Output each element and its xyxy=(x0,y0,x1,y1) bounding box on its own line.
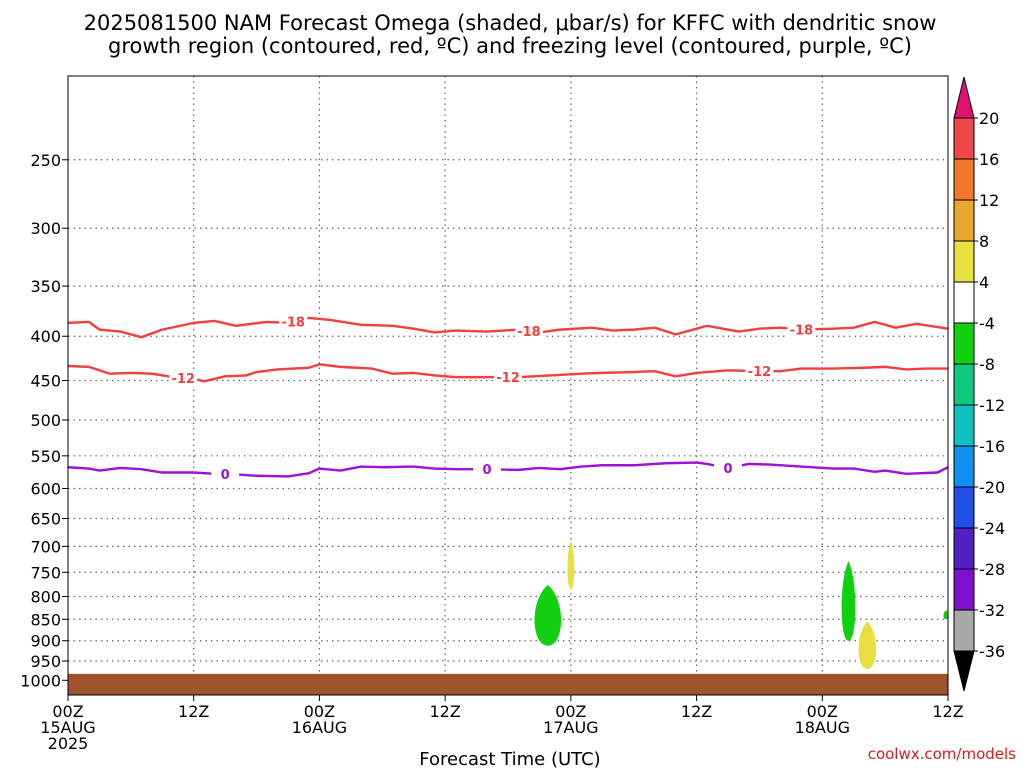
x-tick-label: 00Z xyxy=(807,702,838,721)
colorbar-label: -36 xyxy=(979,642,1005,661)
colorbar-label: 8 xyxy=(979,232,989,251)
omega-blob-1 xyxy=(534,585,562,646)
y-tick-label: 350 xyxy=(30,277,61,296)
omega-blob-3 xyxy=(841,561,856,641)
x-tick-label: 2025 xyxy=(48,734,89,753)
contour-label: -12 xyxy=(496,371,520,386)
contour-label-bg xyxy=(787,321,816,338)
colorbar-swatch xyxy=(953,117,975,160)
colorbar-label: -4 xyxy=(979,314,995,333)
x-tick-label: 18AUG xyxy=(795,718,850,737)
contour-label-bg xyxy=(494,369,522,386)
contour-label: 0 xyxy=(221,468,230,483)
colorbar-label: -24 xyxy=(979,519,1005,538)
omega-blob-5 xyxy=(943,610,949,620)
y-tick-label: 1000 xyxy=(20,671,61,690)
colorbar-swatch xyxy=(953,363,975,406)
colorbar-swatch xyxy=(953,322,975,365)
omega-shading xyxy=(534,540,949,669)
colorbar-label: 20 xyxy=(979,109,999,128)
colorbar-label: -32 xyxy=(979,601,1005,620)
contour-label-bg xyxy=(211,466,240,483)
colorbar-label: -28 xyxy=(979,560,1005,579)
x-tick-label: 15AUG xyxy=(40,718,95,737)
y-tick-label: 900 xyxy=(30,632,61,651)
colorbar-label: -20 xyxy=(979,478,1005,497)
plot-frame xyxy=(67,75,949,696)
colorbar-label: -8 xyxy=(979,355,995,374)
colorbar-swatch xyxy=(953,609,975,652)
chart-title-line-1: 2025081500 NAM Forecast Omega (shaded, μ… xyxy=(84,11,937,35)
colorbar-swatch xyxy=(953,281,975,324)
y-tick-label: 750 xyxy=(30,563,61,582)
contour-label-bg xyxy=(473,461,502,478)
temperature-contours: -18 -18 -18 -12 -12 -12 0 0 0 xyxy=(67,313,949,483)
y-tick-label: 600 xyxy=(30,479,61,498)
colorbar: 20 16 12 8 4 -4 -8 -12 -16 -20 -24 -28 -32 -36 xyxy=(953,76,1005,692)
contour-label-bg xyxy=(279,313,308,330)
x-tick-label: 12Z xyxy=(681,702,712,721)
contour-label: -12 xyxy=(171,372,195,387)
colorbar-swatch xyxy=(953,568,975,611)
ground-fill xyxy=(68,673,948,695)
x-axis-label: Forecast Time (UTC) xyxy=(419,749,600,768)
chart-title-line-2: growth region (contoured, red, ºC) and f… xyxy=(108,34,912,58)
contour-label-bg xyxy=(169,369,198,386)
credit-text: coolwx.com/models xyxy=(868,745,1016,763)
colorbar-swatch xyxy=(953,240,975,283)
y-tick-label: 500 xyxy=(30,411,61,430)
colorbar-bottom-arrow xyxy=(953,650,975,692)
x-tick-label: 16AUG xyxy=(292,718,347,737)
contour-label: -18 xyxy=(517,325,541,340)
y-tick-label: 300 xyxy=(30,219,61,238)
x-tick-label: 17AUG xyxy=(543,718,598,737)
colorbar-swatch xyxy=(953,445,975,488)
x-tick-label: 12Z xyxy=(932,702,963,721)
colorbar-swatch xyxy=(953,527,975,570)
contour-line-0 xyxy=(67,461,949,478)
colorbar-swatch xyxy=(953,158,975,201)
colorbar-label: 4 xyxy=(979,273,989,292)
x-tick-label: 00Z xyxy=(304,702,335,721)
x-tick-label: 00Z xyxy=(52,702,83,721)
colorbar-swatch xyxy=(953,486,975,529)
colorbar-label: -16 xyxy=(979,437,1005,456)
contour-label: -18 xyxy=(281,316,305,331)
contour-label: -12 xyxy=(748,365,772,380)
y-axis-ticks: 250 300 350 400 450 500 550 600 650 700 750 800 850 9… xyxy=(20,151,68,690)
omega-blob-4 xyxy=(858,621,877,669)
y-tick-label: 450 xyxy=(30,371,61,390)
x-tick-label: 12Z xyxy=(178,702,209,721)
contour-label-bg xyxy=(514,323,543,340)
x-tick-label: 00Z xyxy=(555,702,586,721)
y-tick-label: 800 xyxy=(30,587,61,606)
plot-area xyxy=(68,76,948,695)
y-tick-label: 400 xyxy=(30,327,61,346)
colorbar-label: 12 xyxy=(979,191,999,210)
y-tick-label: 550 xyxy=(30,447,61,466)
contour-label: 0 xyxy=(483,463,492,478)
y-tick-label: 250 xyxy=(30,151,61,170)
y-tick-label: 950 xyxy=(30,652,61,671)
y-tick-label: 650 xyxy=(30,510,61,529)
y-tick-label: 700 xyxy=(30,537,61,556)
colorbar-swatch xyxy=(953,199,975,242)
omega-blob-2 xyxy=(567,540,575,590)
ground-layer xyxy=(68,673,948,695)
colorbar-top-arrow xyxy=(953,76,975,119)
colorbar-label: 16 xyxy=(979,150,999,169)
contour-label: 0 xyxy=(723,462,732,477)
colorbar-swatch xyxy=(953,404,975,447)
x-tick-label: 12Z xyxy=(429,702,460,721)
contour-label: -18 xyxy=(790,324,814,339)
colorbar-label: -12 xyxy=(979,396,1005,415)
contour-label-bg xyxy=(745,363,774,380)
y-tick-label: 850 xyxy=(30,610,61,629)
contour-label-bg xyxy=(714,459,742,476)
